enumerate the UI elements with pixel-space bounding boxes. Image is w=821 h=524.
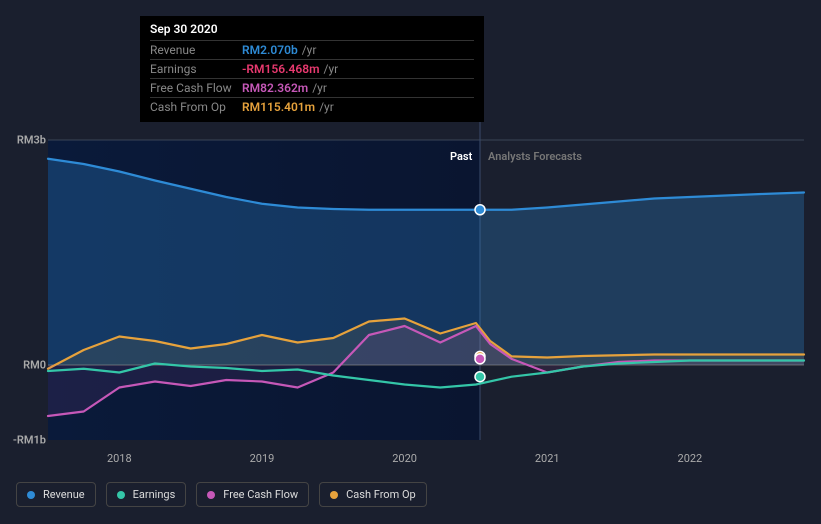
legend-item[interactable]: Earnings [106, 482, 187, 507]
chart-tooltip: Sep 30 2020 RevenueRM2.070b/yrEarnings-R… [140, 16, 484, 122]
tooltip-metric-label: Cash From Op [150, 100, 242, 114]
cursor-marker [475, 354, 485, 364]
tooltip-row: RevenueRM2.070b/yr [150, 40, 474, 59]
tooltip-metric-value: RM82.362m [242, 81, 308, 95]
legend-item[interactable]: Free Cash Flow [196, 482, 309, 507]
chart-canvas [16, 120, 812, 468]
legend-label: Revenue [43, 488, 85, 501]
tooltip-row: Cash From OpRM115.401m/yr [150, 97, 474, 116]
past-label: Past [450, 150, 472, 163]
tooltip-date: Sep 30 2020 [150, 22, 474, 36]
tooltip-row: Earnings-RM156.468m/yr [150, 59, 474, 78]
x-axis-label: 2018 [107, 452, 132, 465]
tooltip-row: Free Cash FlowRM82.362m/yr [150, 78, 474, 97]
forecast-label: Analysts Forecasts [488, 150, 582, 163]
tooltip-metric-unit: /yr [324, 62, 339, 76]
x-axis-label: 2021 [535, 452, 560, 465]
tooltip-metric-value: -RM156.468m [242, 62, 320, 76]
y-axis-label: -RM1b [13, 434, 46, 447]
tooltip-metric-unit: /yr [319, 100, 334, 114]
legend-label: Cash From Op [346, 488, 416, 501]
tooltip-metric-label: Free Cash Flow [150, 81, 242, 95]
financials-chart: RM3b RM0 -RM1b 2018 2019 2020 2021 2022 Past Anal… [16, 120, 812, 472]
cursor-marker [475, 205, 485, 215]
legend-label: Free Cash Flow [223, 488, 298, 501]
x-axis-label: 2020 [392, 452, 417, 465]
cursor-marker [475, 372, 485, 382]
tooltip-metric-unit: /yr [312, 81, 327, 95]
tooltip-metric-value: RM115.401m [242, 100, 315, 114]
y-axis-label: RM0 [23, 359, 46, 372]
legend-item[interactable]: Revenue [16, 482, 96, 507]
chart-legend: Revenue Earnings Free Cash Flow Cash From O… [16, 482, 427, 507]
tooltip-metric-unit: /yr [302, 43, 317, 57]
x-axis-label: 2022 [678, 452, 703, 465]
legend-dot-icon [330, 491, 338, 499]
x-axis-label: 2019 [250, 452, 275, 465]
legend-dot-icon [27, 491, 35, 499]
tooltip-metric-label: Earnings [150, 62, 242, 76]
tooltip-metric-value: RM2.070b [242, 43, 298, 57]
legend-label: Earnings [133, 488, 176, 501]
y-axis-label: RM3b [17, 134, 46, 147]
legend-dot-icon [207, 491, 215, 499]
legend-item[interactable]: Cash From Op [319, 482, 427, 507]
legend-dot-icon [117, 491, 125, 499]
tooltip-metric-label: Revenue [150, 43, 242, 57]
